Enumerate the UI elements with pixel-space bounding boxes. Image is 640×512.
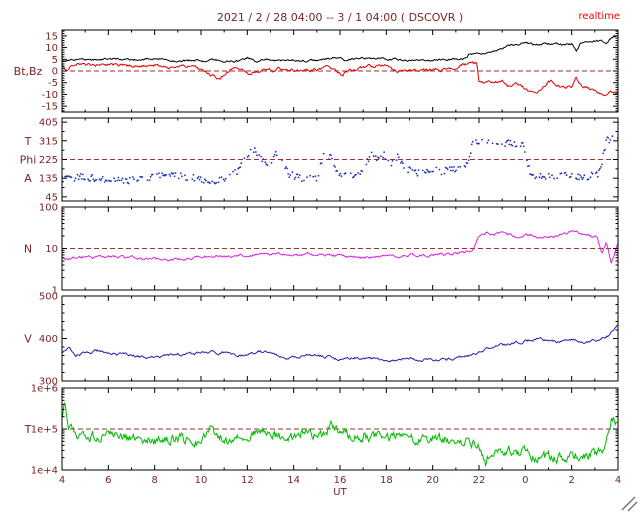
x-tick-label: 16	[334, 475, 347, 486]
x-tick-label: 0	[522, 475, 528, 486]
x-tick-label: 6	[105, 475, 111, 486]
panel-ylabel: V	[24, 333, 32, 346]
series-Bt	[62, 35, 618, 63]
panel-speed: 500 400 300 V	[24, 292, 619, 388]
panel-ylabel: T	[24, 423, 32, 436]
y-tick-label: 45	[45, 192, 58, 203]
series-V	[62, 324, 618, 363]
series-group-imf	[62, 35, 618, 97]
y-tick-label: 10	[45, 244, 58, 255]
y-tick-label: 5	[52, 55, 58, 66]
panel-ylabel: Bt,Bz	[14, 65, 43, 78]
y-tick-label: 1	[52, 286, 58, 297]
y-tick-label: 405	[39, 118, 58, 129]
resize-grip-icon[interactable]	[621, 496, 636, 511]
series-group-density	[62, 230, 618, 265]
y-tick-label: -10	[42, 90, 58, 101]
y-tick-label: 300	[39, 377, 58, 388]
panel-density: 100 10 1 N	[24, 203, 619, 297]
x-tick-label: 10	[195, 475, 208, 486]
x-tick-label: 2	[568, 475, 574, 486]
y-tick-label: -15	[42, 102, 58, 113]
y-tick-label: -5	[48, 78, 58, 89]
y-tick-label: 1e+6	[31, 384, 58, 395]
panel-temperature: 1e+6 1e+5 1e+4 T	[24, 384, 619, 477]
y-tick-label: 15	[45, 31, 58, 42]
y-tick-label: 500	[39, 292, 58, 303]
plot-title: 2021 / 2 / 28 04:00 -- 3 / 1 04:00 ( DSC…	[216, 11, 464, 24]
x-tick-label: 8	[151, 475, 157, 486]
y-tick-label: 1e+5	[31, 425, 58, 436]
x-tick-label: 20	[426, 475, 439, 486]
panel-ylabel: T	[24, 135, 32, 148]
x-tick-label: 14	[287, 475, 300, 486]
series-group-speed	[62, 324, 618, 363]
panel-ylabel: N	[24, 243, 32, 256]
y-tick-label: 1e+4	[31, 466, 58, 477]
x-tick-label: 4	[59, 475, 65, 486]
panel-frame	[61, 295, 619, 382]
y-tick-label: 400	[39, 334, 58, 345]
x-tick-label: 18	[380, 475, 393, 486]
series-group-temperature	[62, 401, 618, 468]
panel-phi: 405 315 225 135 45 T Phi A	[20, 117, 619, 203]
y-tick-label: 225	[39, 155, 58, 166]
panel-ylabel: Phi	[20, 154, 37, 167]
y-tick-label: 0	[52, 67, 58, 78]
x-tick-label: 12	[241, 475, 254, 486]
series-Bz	[62, 61, 618, 97]
realtime-label: realtime	[578, 11, 620, 22]
series-T	[62, 401, 618, 468]
y-tick-label: 315	[39, 136, 58, 147]
y-tick-label: 135	[39, 174, 58, 185]
panel-ylabel: A	[24, 172, 32, 185]
y-tick-label: 10	[45, 43, 58, 54]
x-axis-title: UT	[333, 487, 347, 498]
y-tick-label: 100	[39, 203, 58, 214]
series-group-phi	[62, 135, 618, 185]
series-N	[62, 230, 618, 265]
x-tick-label: 22	[473, 475, 486, 486]
resize-grip-icon[interactable]	[627, 501, 638, 512]
series-phi-angle	[62, 135, 618, 185]
x-tick-label: 4	[615, 475, 621, 486]
